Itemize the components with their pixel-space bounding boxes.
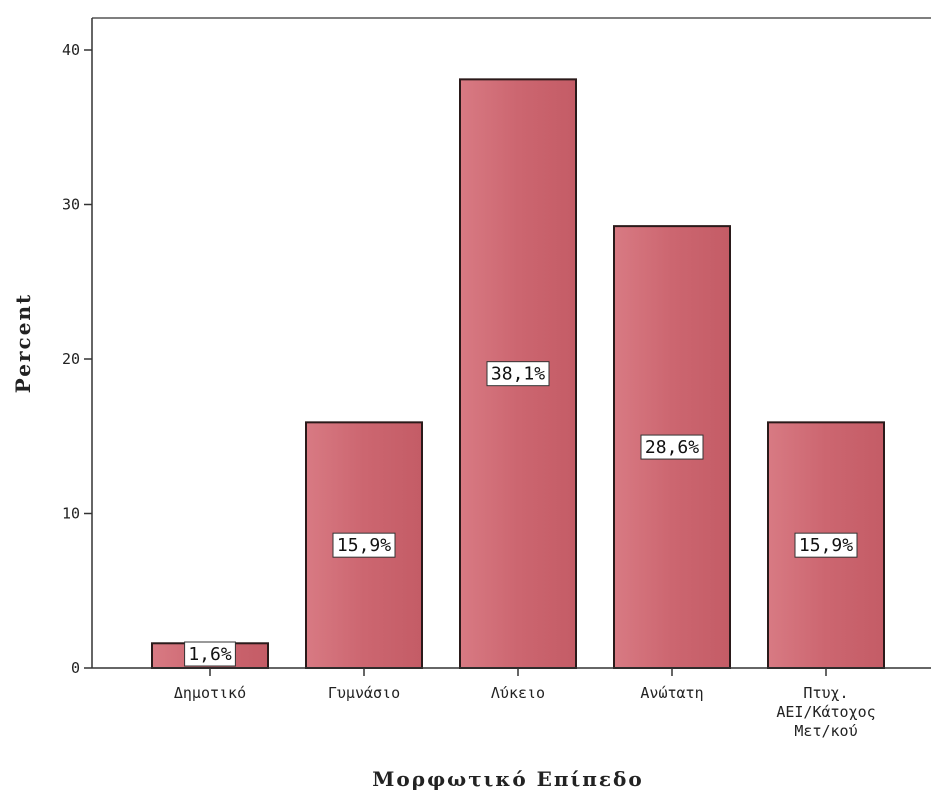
data-label: 1,6% bbox=[188, 644, 232, 665]
data-label: 15,9% bbox=[799, 535, 853, 556]
x-ticks-group: Δημοτικό Γυμνάσιο Λύκειο Ανώτατη Πτυχ. ΑΕΙ/Κά… bbox=[174, 668, 876, 740]
data-label-box bbox=[332, 532, 396, 558]
y-axis-title: Percent bbox=[11, 293, 35, 393]
y-tick-label: 20 bbox=[62, 350, 80, 368]
data-label-box bbox=[794, 532, 858, 558]
y-tick-label: 0 bbox=[71, 659, 80, 677]
x-tick-label: Ανώτατη bbox=[640, 684, 703, 702]
data-label: 38,1% bbox=[491, 364, 545, 385]
x-axis-title: Μορφωτικό Επίπεδο bbox=[372, 767, 643, 790]
x-tick-label: Δημοτικό bbox=[174, 684, 246, 702]
y-ticks-group: 0 10 20 30 40 bbox=[62, 41, 92, 677]
y-tick-label: 40 bbox=[62, 41, 80, 59]
y-tick-label: 30 bbox=[62, 196, 80, 214]
data-label-box bbox=[486, 361, 550, 387]
data-labels-group: 1,6% 15,9% 38,1% 28,6% 15,9% bbox=[184, 361, 858, 667]
x-tick-label: Λύκειο bbox=[491, 684, 545, 702]
x-tick-label: Πτυχ. ΑΕΙ/Κάτοχος Μετ/κού bbox=[776, 684, 875, 740]
data-label-box bbox=[184, 641, 236, 667]
data-label: 15,9% bbox=[337, 535, 391, 556]
data-label: 28,6% bbox=[645, 437, 699, 458]
y-tick-label: 10 bbox=[62, 505, 80, 523]
data-label-box bbox=[640, 434, 704, 460]
x-tick-label: Γυμνάσιο bbox=[328, 684, 400, 702]
